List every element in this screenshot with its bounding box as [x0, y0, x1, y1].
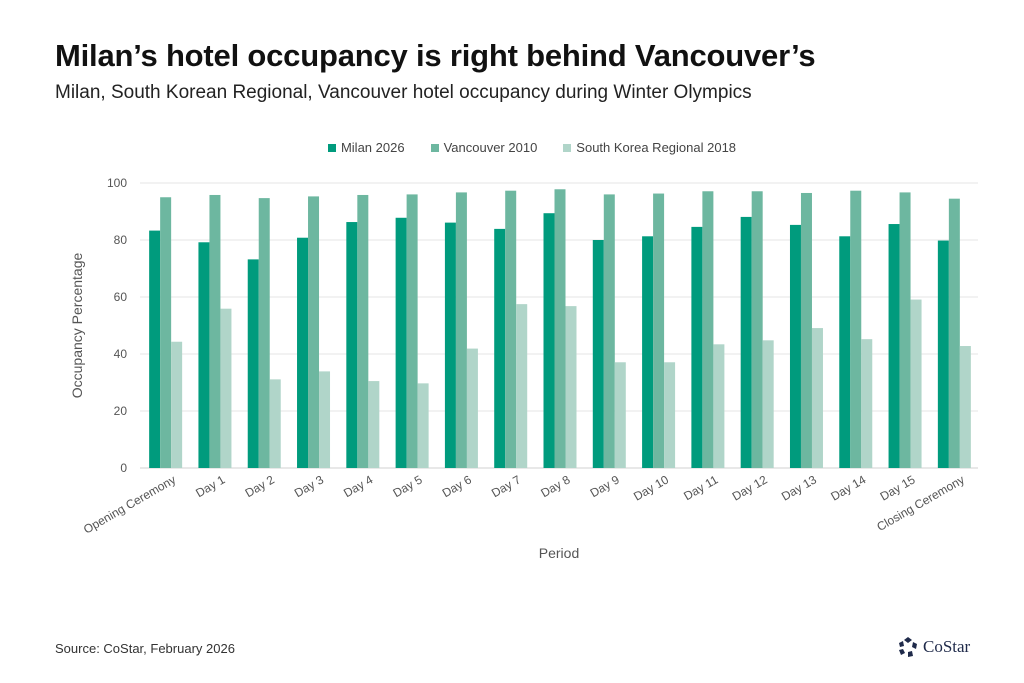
bar-south-korea-regional-2018: [762, 340, 774, 468]
x-tick-label: Day 14: [828, 472, 868, 503]
y-tick-label: 20: [114, 404, 128, 418]
bar-milan-2026: [247, 259, 259, 468]
bar-south-korea-regional-2018: [713, 344, 725, 468]
x-tick-label: Day 7: [489, 472, 523, 500]
chart-title: Milan’s hotel occupancy is right behind …: [55, 38, 816, 73]
bar-south-korea-regional-2018: [664, 362, 676, 468]
legend-label: Milan 2026: [340, 140, 405, 155]
bar-milan-2026: [149, 230, 161, 468]
bar-south-korea-regional-2018: [565, 306, 577, 468]
bar-milan-2026: [395, 217, 407, 468]
bar-south-korea-regional-2018: [466, 348, 478, 468]
bar-vancouver-2010: [554, 189, 566, 468]
x-tick-label: Day 6: [440, 472, 474, 500]
x-tick-label: Day 4: [341, 472, 375, 500]
bar-vancouver-2010: [505, 190, 517, 468]
bar-milan-2026: [888, 224, 900, 468]
costar-logo: CoStar: [897, 636, 970, 658]
chart-subtitle: Milan, South Korean Regional, Vancouver …: [55, 82, 752, 103]
bar-vancouver-2010: [258, 198, 270, 469]
x-tick-label: Day 11: [681, 472, 720, 503]
x-tick-label: Opening Ceremony: [81, 472, 178, 536]
bar-south-korea-regional-2018: [516, 304, 528, 468]
bar-milan-2026: [346, 222, 358, 468]
bar-vancouver-2010: [800, 192, 812, 468]
y-tick-label: 0: [120, 461, 127, 475]
bar-south-korea-regional-2018: [171, 341, 183, 468]
legend-swatch: [327, 143, 336, 152]
legend-swatch: [430, 143, 439, 152]
bar-milan-2026: [740, 216, 752, 468]
logo-text: CoStar: [923, 637, 971, 656]
y-tick-label: 40: [114, 347, 128, 361]
x-tick-label: Day 9: [588, 472, 622, 500]
x-tick-label: Closing Ceremony: [874, 472, 966, 533]
x-tick-label: Day 1: [193, 472, 227, 500]
y-tick-label: 100: [107, 176, 127, 190]
bar-milan-2026: [297, 237, 309, 468]
bar-milan-2026: [198, 242, 210, 468]
bar-vancouver-2010: [209, 194, 221, 468]
bar-milan-2026: [592, 240, 604, 468]
bar-vancouver-2010: [603, 194, 615, 468]
costar-star-icon: [899, 637, 917, 657]
bar-vancouver-2010: [850, 190, 862, 468]
bar-vancouver-2010: [455, 192, 467, 468]
bar-vancouver-2010: [751, 191, 763, 468]
x-axis-label: Period: [539, 545, 579, 561]
x-tick-label: Day 8: [538, 472, 572, 500]
y-tick-label: 60: [114, 290, 128, 304]
bar-milan-2026: [839, 236, 851, 468]
bar-south-korea-regional-2018: [220, 308, 232, 468]
bar-vancouver-2010: [406, 194, 418, 468]
bar-vancouver-2010: [899, 192, 911, 468]
bar-south-korea-regional-2018: [861, 339, 873, 468]
bar-milan-2026: [691, 226, 703, 468]
bar-milan-2026: [543, 213, 555, 468]
bar-south-korea-regional-2018: [319, 371, 331, 468]
legend-item-vancouver: Vancouver 2010: [430, 140, 538, 155]
x-tick-label: Day 10: [631, 472, 671, 503]
x-tick-label: Day 13: [779, 472, 819, 503]
bar-south-korea-regional-2018: [910, 299, 922, 468]
bar-milan-2026: [789, 224, 801, 468]
y-axis-label: Occupancy Percentage: [69, 253, 85, 399]
x-tick-label: Day 3: [292, 472, 326, 500]
bar-vancouver-2010: [948, 198, 960, 469]
x-tick-label: Day 5: [390, 472, 424, 500]
legend: Milan 2026 Vancouver 2010 South Korea Re…: [0, 140, 1024, 155]
legend-label: South Korea Regional 2018: [576, 140, 737, 155]
legend-item-milan: Milan 2026: [327, 140, 405, 155]
bar-vancouver-2010: [308, 196, 320, 468]
bar-vancouver-2010: [653, 193, 665, 469]
legend-item-south-korea: South Korea Regional 2018: [563, 140, 736, 155]
bar-south-korea-regional-2018: [614, 362, 626, 468]
bar-vancouver-2010: [702, 191, 714, 468]
bar-vancouver-2010: [357, 194, 369, 468]
bar-milan-2026: [444, 222, 456, 468]
bar-south-korea-regional-2018: [269, 379, 281, 468]
bar-vancouver-2010: [160, 197, 172, 468]
y-tick-label: 80: [114, 233, 128, 247]
bar-milan-2026: [937, 240, 949, 468]
legend-swatch: [563, 143, 572, 152]
bar-south-korea-regional-2018: [417, 383, 429, 468]
legend-label: Vancouver 2010: [443, 140, 538, 155]
x-tick-label: Day 2: [243, 472, 277, 500]
x-tick-label: Day 15: [878, 472, 918, 503]
bar-south-korea-regional-2018: [368, 381, 380, 468]
x-tick-label: Day 12: [730, 472, 770, 503]
bar-south-korea-regional-2018: [959, 346, 971, 468]
bar-south-korea-regional-2018: [811, 328, 823, 468]
source-note: Source: CoStar, February 2026: [55, 641, 235, 656]
bar-milan-2026: [642, 236, 654, 468]
bar-milan-2026: [494, 228, 506, 468]
